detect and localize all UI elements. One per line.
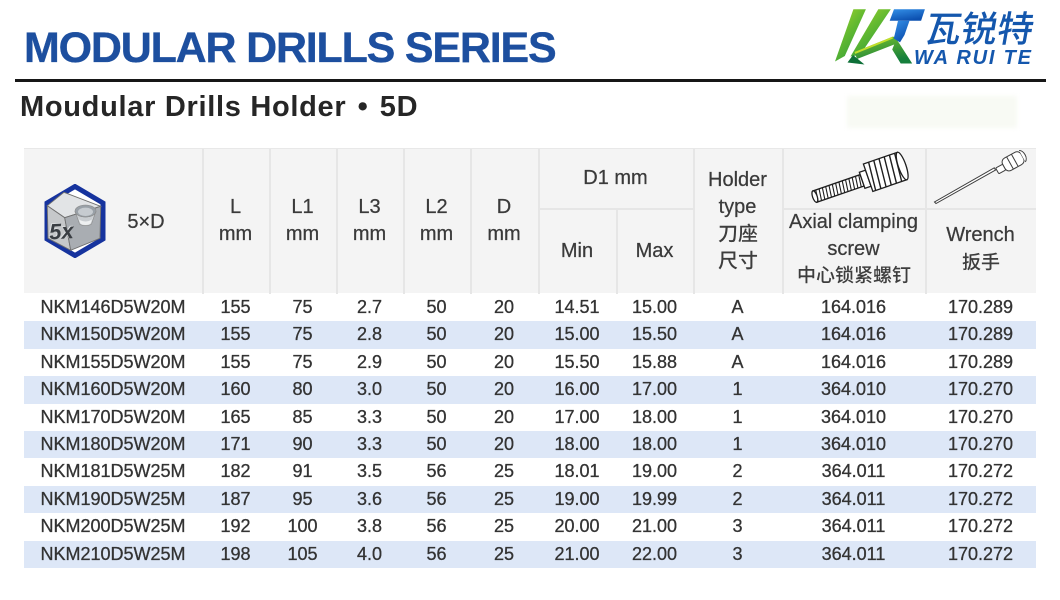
svg-text:5x: 5x (48, 218, 75, 244)
svg-text:5x: 5x (48, 217, 75, 243)
